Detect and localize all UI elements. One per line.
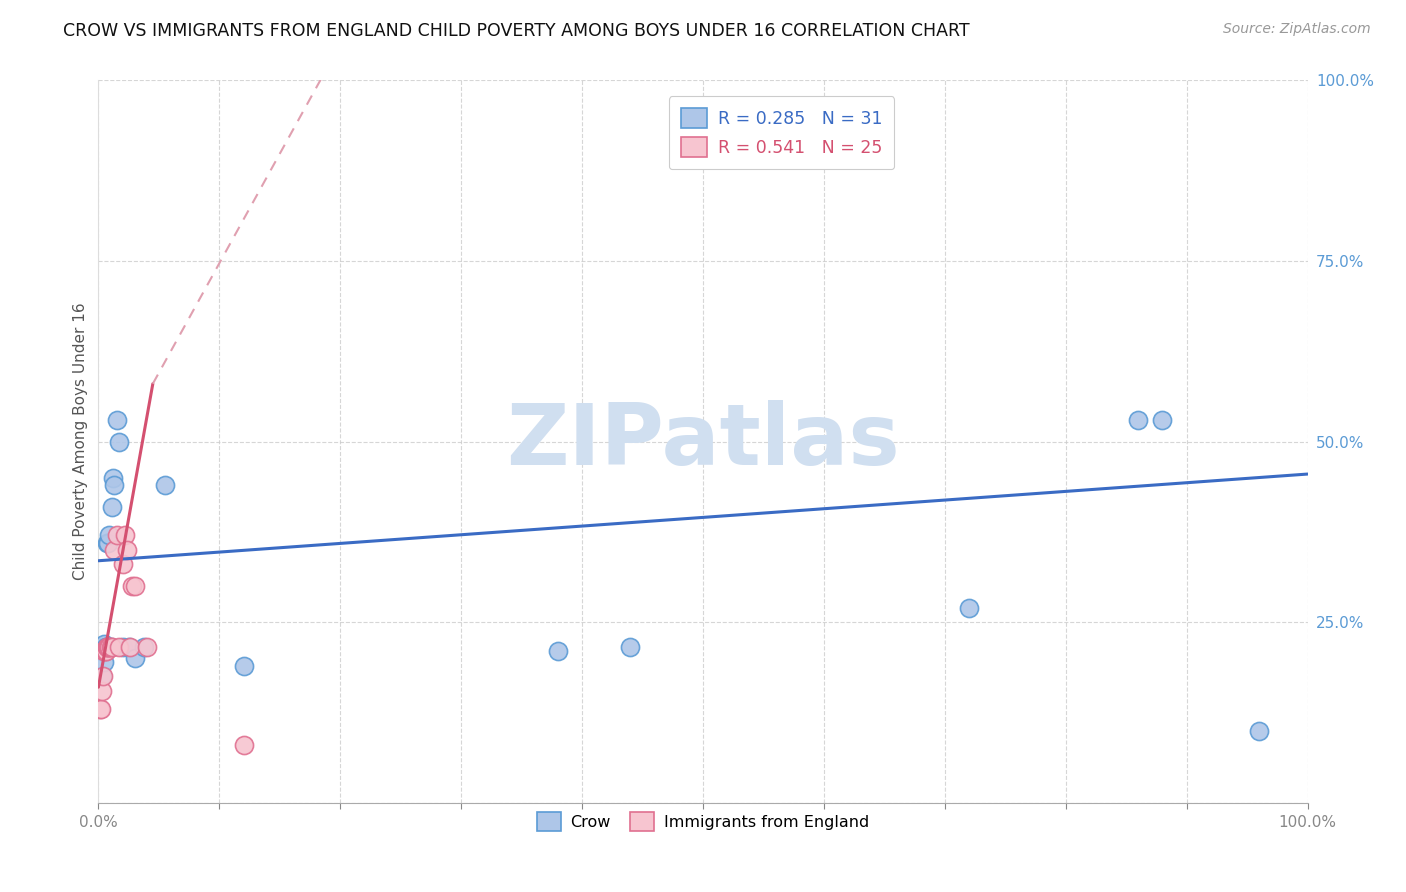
Point xyxy=(91,683,114,698)
Point xyxy=(153,478,176,492)
Point xyxy=(100,640,122,655)
Point xyxy=(101,470,124,484)
Point xyxy=(96,640,118,655)
Point xyxy=(91,644,114,658)
Point xyxy=(98,528,121,542)
Point xyxy=(97,535,120,549)
Point xyxy=(94,644,117,658)
Point xyxy=(111,558,134,572)
Point xyxy=(96,640,118,655)
Point xyxy=(93,637,115,651)
Point xyxy=(103,478,125,492)
Point xyxy=(98,640,121,655)
Point xyxy=(619,640,641,655)
Point xyxy=(1152,413,1174,427)
Point xyxy=(91,644,114,658)
Point xyxy=(105,413,128,427)
Point xyxy=(1128,413,1150,427)
Y-axis label: Child Poverty Among Boys Under 16: Child Poverty Among Boys Under 16 xyxy=(73,302,87,581)
Text: Source: ZipAtlas.com: Source: ZipAtlas.com xyxy=(1223,22,1371,37)
Point xyxy=(108,434,131,449)
Point xyxy=(93,655,115,669)
Point xyxy=(232,738,254,752)
Point xyxy=(118,640,141,655)
Point xyxy=(96,535,118,549)
Point xyxy=(93,644,115,658)
Point xyxy=(124,651,146,665)
Point xyxy=(117,542,139,557)
Point xyxy=(93,644,115,658)
Point xyxy=(135,640,157,655)
Point xyxy=(97,640,120,655)
Point xyxy=(96,640,118,655)
Point xyxy=(100,640,122,655)
Legend: Crow, Immigrants from England: Crow, Immigrants from England xyxy=(526,801,880,842)
Point xyxy=(91,669,114,683)
Point xyxy=(94,640,117,655)
Point xyxy=(124,579,146,593)
Point xyxy=(105,528,128,542)
Point xyxy=(89,702,111,716)
Point xyxy=(94,644,117,658)
Point xyxy=(134,640,156,655)
Point xyxy=(89,640,111,655)
Point xyxy=(957,600,980,615)
Point xyxy=(100,640,122,655)
Point xyxy=(1249,723,1271,738)
Point xyxy=(91,669,114,683)
Point xyxy=(114,528,136,542)
Point xyxy=(100,500,122,514)
Point xyxy=(94,640,117,655)
Point xyxy=(118,640,141,655)
Point xyxy=(547,644,569,658)
Point xyxy=(90,702,112,716)
Text: ZIPatlas: ZIPatlas xyxy=(506,400,900,483)
Point xyxy=(121,579,143,593)
Text: CROW VS IMMIGRANTS FROM ENGLAND CHILD POVERTY AMONG BOYS UNDER 16 CORRELATION CH: CROW VS IMMIGRANTS FROM ENGLAND CHILD PO… xyxy=(63,22,970,40)
Point xyxy=(103,542,125,557)
Point xyxy=(111,640,134,655)
Point xyxy=(232,658,254,673)
Point xyxy=(90,640,112,655)
Point xyxy=(108,640,131,655)
